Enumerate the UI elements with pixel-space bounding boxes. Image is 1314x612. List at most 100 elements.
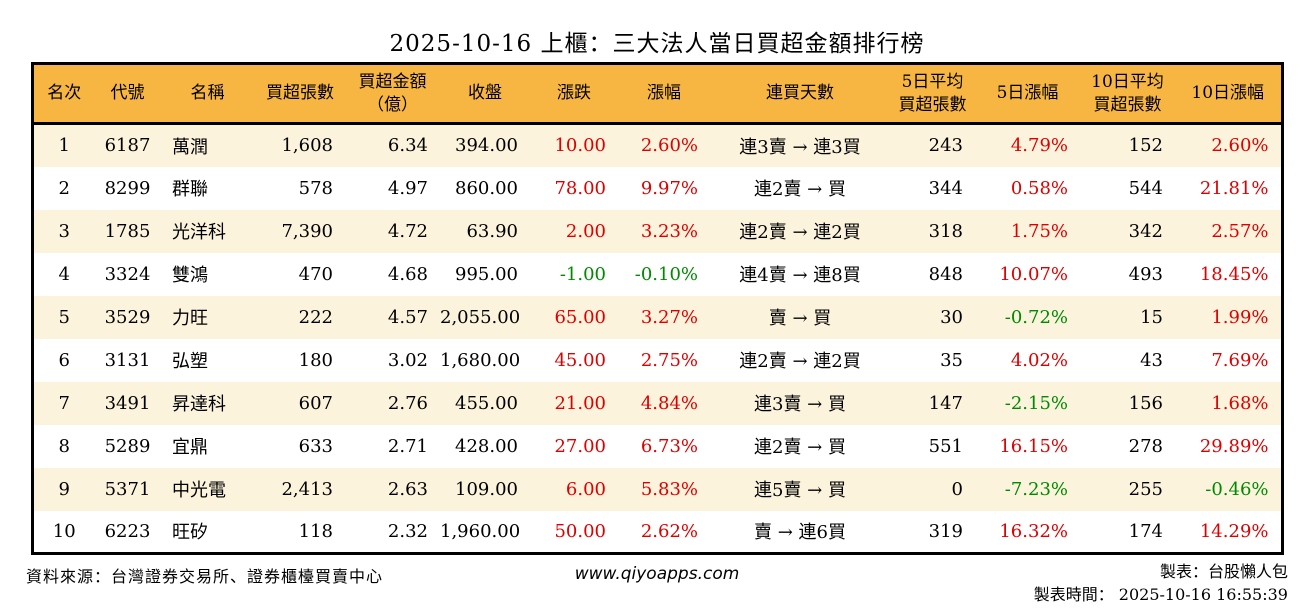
cell-pct10: 29.89% — [1199, 435, 1269, 457]
cell-streak: 連2賣 → 連2買 — [739, 351, 861, 372]
cell-volume: 470 — [298, 263, 333, 285]
cell-amount: 2.63 — [387, 478, 428, 500]
cell-change_pct: 6.73% — [640, 435, 698, 457]
cell-close: 2,055.00 — [440, 306, 521, 328]
cell-code: 6223 — [104, 520, 151, 542]
ranking-table: 名次 代號 名稱 買超張數 買超金額 （億） 收盤 漲跌 漲幅 連買天數 5日平均 買超張數 5日漲… — [30, 62, 1284, 555]
cell-rank: 5 — [58, 306, 70, 328]
cell-avg5_volume: 318 — [928, 220, 963, 242]
table-header: 名次 代號 名稱 買超張數 買超金額 （億） 收盤 漲跌 漲幅 連買天數 5日平均 買超張數 5日漲… — [32, 63, 1282, 125]
cell-rank: 3 — [58, 220, 70, 242]
cell-close: 109.00 — [455, 478, 518, 500]
cell-avg10_volume: 544 — [1128, 177, 1163, 199]
table-row: 3 1785 光洋科 7,390 4.72 63.90 2.00 3.23% 連2賣 → 連2買… — [32, 209, 1282, 253]
cell-amount: 4.97 — [387, 177, 428, 199]
column-header-avg5_volume: 5日平均 買超張數 — [890, 63, 975, 125]
cell-pct10: 1.68% — [1211, 392, 1269, 414]
cell-change: 45.00 — [554, 349, 606, 371]
cell-avg10_volume: 493 — [1128, 263, 1163, 285]
cell-streak: 賣 → 買 — [768, 308, 832, 329]
cell-amount: 3.02 — [387, 349, 428, 371]
cell-avg5_volume: 319 — [928, 520, 963, 542]
cell-streak: 賣 → 連6買 — [754, 522, 846, 544]
table-row: 4 3324 雙鴻 470 4.68 995.00 -1.00 -0.10% 連4賣 → 連8買… — [32, 252, 1282, 296]
table-row: 7 3491 昇達科 607 2.76 455.00 21.00 4.84% 連3賣 → 買 14… — [32, 381, 1282, 425]
cell-amount: 2.71 — [387, 435, 428, 457]
cell-rank: 7 — [58, 392, 70, 414]
cell-volume: 607 — [298, 392, 333, 414]
cell-rank: 2 — [58, 177, 70, 199]
cell-amount: 4.57 — [387, 306, 428, 328]
cell-volume: 1,608 — [281, 135, 333, 157]
cell-volume: 578 — [298, 177, 333, 199]
table-body: 1 6187 萬潤 1,608 6.34 394.00 10.00 2.60% 連3賣 → 連3… — [32, 123, 1282, 554]
cell-code: 3491 — [104, 392, 151, 414]
cell-pct5: 16.15% — [999, 435, 1068, 457]
cell-pct5: 16.32% — [999, 520, 1068, 542]
cell-change: -1.00 — [559, 263, 606, 285]
column-header-close: 收盤 — [440, 63, 530, 125]
cell-pct5: 1.75% — [1010, 220, 1068, 242]
cell-change: 50.00 — [554, 520, 606, 542]
cell-volume: 118 — [298, 520, 333, 542]
cell-pct10: 1.99% — [1211, 306, 1269, 328]
cell-pct10: 21.81% — [1199, 177, 1269, 199]
table-row: 6 3131 弘塑 180 3.02 1,680.00 45.00 2.75% 連2賣 → 連2… — [32, 338, 1282, 382]
cell-pct10: -0.46% — [1205, 478, 1269, 500]
cell-streak: 連3賣 → 買 — [754, 394, 846, 415]
column-header-rank: 名次 — [32, 63, 95, 125]
cell-pct10: 2.57% — [1211, 220, 1269, 242]
cell-name: 弘塑 — [172, 351, 208, 372]
cell-amount: 4.72 — [387, 220, 428, 242]
column-header-change_pct: 漲幅 — [618, 63, 710, 125]
cell-change_pct: 2.60% — [640, 135, 698, 157]
cell-close: 995.00 — [455, 263, 518, 285]
cell-change: 2.00 — [565, 220, 606, 242]
cell-change_pct: 9.97% — [640, 177, 698, 199]
column-header-name: 名稱 — [160, 63, 255, 125]
table-row: 5 3529 力旺 222 4.57 2,055.00 65.00 3.27% 賣 → 買 30 -… — [32, 295, 1282, 339]
cell-avg5_volume: 551 — [928, 435, 963, 457]
cell-volume: 633 — [298, 435, 333, 457]
cell-name: 力旺 — [172, 308, 208, 329]
cell-amount: 2.76 — [387, 392, 428, 414]
cell-rank: 6 — [58, 349, 70, 371]
cell-pct5: -0.72% — [1004, 306, 1068, 328]
cell-name: 萬潤 — [172, 136, 208, 158]
cell-code: 3324 — [104, 263, 151, 285]
cell-avg5_volume: 35 — [940, 349, 963, 371]
cell-change: 27.00 — [554, 435, 606, 457]
cell-streak: 連4賣 → 連8買 — [739, 265, 861, 286]
cell-name: 群聯 — [172, 179, 208, 200]
page-title: 2025-10-16 上櫃：三大法人當日買超金額排行榜 — [389, 31, 925, 57]
cell-close: 63.90 — [466, 220, 518, 242]
cell-pct10: 2.60% — [1211, 135, 1269, 157]
cell-change_pct: 3.23% — [640, 220, 698, 242]
cell-code: 3529 — [104, 306, 151, 328]
cell-streak: 連2賣 → 連2買 — [739, 222, 861, 243]
cell-code: 3131 — [104, 349, 151, 371]
column-header-streak: 連買天數 — [710, 63, 890, 125]
cell-change_pct: -0.10% — [634, 263, 698, 285]
cell-avg5_volume: 147 — [928, 392, 963, 414]
cell-avg10_volume: 255 — [1128, 478, 1163, 500]
cell-name: 旺矽 — [172, 522, 208, 544]
table-row: 2 8299 群聯 578 4.97 860.00 78.00 9.97% 連2賣 → 買 344… — [32, 166, 1282, 210]
cell-change_pct: 4.84% — [640, 392, 698, 414]
column-header-change: 漲跌 — [530, 63, 618, 125]
data-source-label: 資料來源：台灣證券交易所、證券櫃檯買賣中心 — [26, 567, 384, 586]
made-time-label: 製表時間： 2025-10-16 16:55:39 — [1033, 585, 1288, 605]
cell-code: 5289 — [104, 435, 151, 457]
cell-change: 10.00 — [554, 135, 606, 157]
cell-avg5_volume: 848 — [928, 263, 963, 285]
cell-volume: 7,390 — [281, 220, 333, 242]
table-row: 10 6223 旺矽 118 2.32 1,960.00 50.00 2.62% 賣 → 連6買… — [32, 510, 1282, 554]
credits-block: 製表：台股懶人包 製表時間： 2025-10-16 16:55:39 — [739, 560, 1288, 606]
cell-volume: 222 — [298, 306, 333, 328]
maker-label: 製表：台股懶人包 — [1159, 562, 1288, 581]
cell-pct10: 7.69% — [1211, 349, 1269, 371]
cell-amount: 4.68 — [387, 263, 428, 285]
cell-name: 光洋科 — [172, 222, 226, 243]
column-header-code: 代號 — [95, 63, 160, 125]
